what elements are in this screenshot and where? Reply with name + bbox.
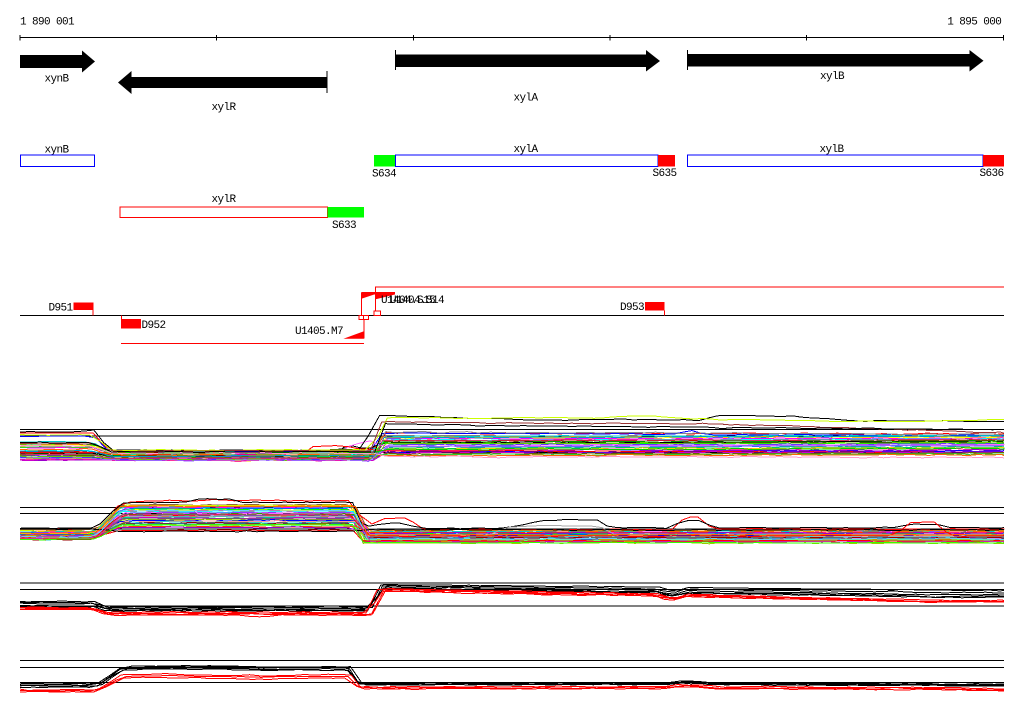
svg-text:1 890 001: 1 890 001 — [20, 16, 75, 28]
svg-text:D951: D951 — [49, 302, 74, 314]
svg-text:S636: S636 — [980, 168, 1004, 180]
svg-text:D953: D953 — [620, 302, 644, 314]
svg-text:xylA: xylA — [514, 144, 539, 156]
svg-text:xynB: xynB — [45, 144, 70, 156]
svg-text:xylA: xylA — [514, 93, 539, 105]
svg-text:S634: S634 — [372, 169, 397, 181]
svg-text:U1404.S14: U1404.S14 — [390, 295, 445, 307]
svg-text:S633: S633 — [332, 220, 356, 232]
svg-text:1 895 000: 1 895 000 — [947, 16, 1001, 28]
svg-text:xylB: xylB — [820, 71, 845, 83]
svg-text:U1404.S15: U1404.S15 — [381, 295, 435, 307]
svg-text:S635: S635 — [653, 168, 677, 180]
svg-text:xynB: xynB — [45, 74, 70, 86]
svg-text:D952: D952 — [142, 320, 166, 332]
svg-text:xylR: xylR — [212, 102, 237, 114]
svg-text:xylB: xylB — [820, 144, 845, 156]
svg-text:U1405.M7: U1405.M7 — [295, 326, 343, 338]
svg-text:xylR: xylR — [212, 194, 237, 206]
